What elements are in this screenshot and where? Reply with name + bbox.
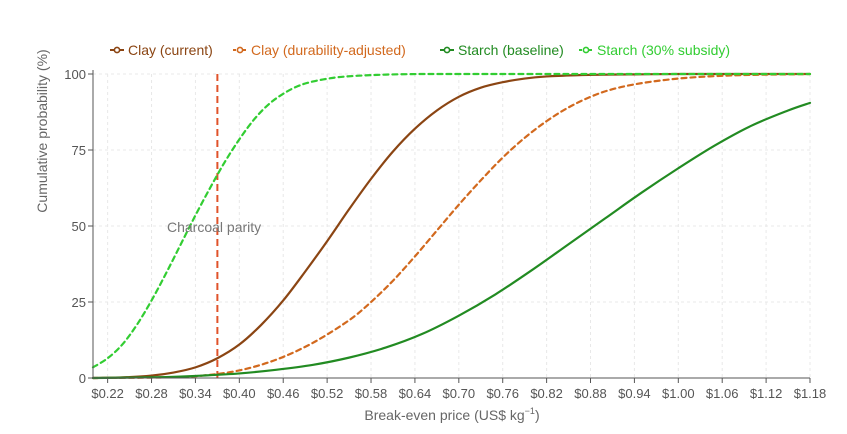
series-line-starch-30-subsidy [91,72,812,369]
legend-swatch-marker [113,46,121,54]
x-axis-title: Break-even price (US$ kg−1) [364,406,539,423]
x-axis-title-superscript: −1 [525,406,535,416]
legend-swatch-marker [236,46,244,54]
y-tick-label: 100 [64,67,86,82]
x-axis-title-close: ) [535,407,540,423]
legend-swatch-marker [582,46,590,54]
x-tick-label: $0.52 [311,386,344,401]
x-tick-label: $0.70 [443,386,476,401]
x-tick-label: $0.64 [399,386,432,401]
series-line-clay-durability-adjusted [91,72,812,380]
y-axis-title: Cumulative probability (%) [34,49,50,212]
legend-label-clay-durability-adjusted: Clay (durability-adjusted) [251,42,406,58]
legend-swatch-marker [443,46,451,54]
x-tick-label: $1.06 [706,386,739,401]
x-tick-label: $0.82 [530,386,563,401]
x-tick-label: $1.00 [662,386,695,401]
x-tick-label: $0.40 [223,386,256,401]
x-tick-label: $0.34 [179,386,212,401]
x-tick-label: $0.46 [267,386,300,401]
series-line-starch-baseline [91,101,812,380]
y-tick-label: 25 [72,295,86,310]
x-tick-label: $1.18 [794,386,827,401]
x-tick-label: $0.58 [355,386,388,401]
x-tick-label: $0.94 [618,386,651,401]
legend-label-starch-30-subsidy: Starch (30% subsidy) [597,42,730,58]
legend: Clay (current) Clay (durability-adjusted)… [110,42,730,58]
axis-layer: 0 25 50 75 100 $0.22 $0.28 $0.34 $0.40 $0.46 $0.52… [64,67,826,401]
x-tick-label: $0.28 [135,386,168,401]
grid-layer [93,73,811,378]
x-axis-title-main: Break-even price (US$ kg [364,407,524,423]
legend-label-clay-current: Clay (current) [128,42,213,58]
x-tick-label: $0.88 [574,386,607,401]
x-tick-label: $1.12 [750,386,783,401]
x-tick-label: $0.76 [486,386,519,401]
x-tick-label: $0.22 [91,386,124,401]
y-tick-label: 0 [79,371,86,386]
series-layer [91,72,812,380]
charcoal-parity-label: Charcoal parity [167,219,261,235]
legend-label-starch-baseline: Starch (baseline) [458,42,564,58]
y-tick-label: 75 [72,143,86,158]
y-tick-label: 50 [72,219,86,234]
